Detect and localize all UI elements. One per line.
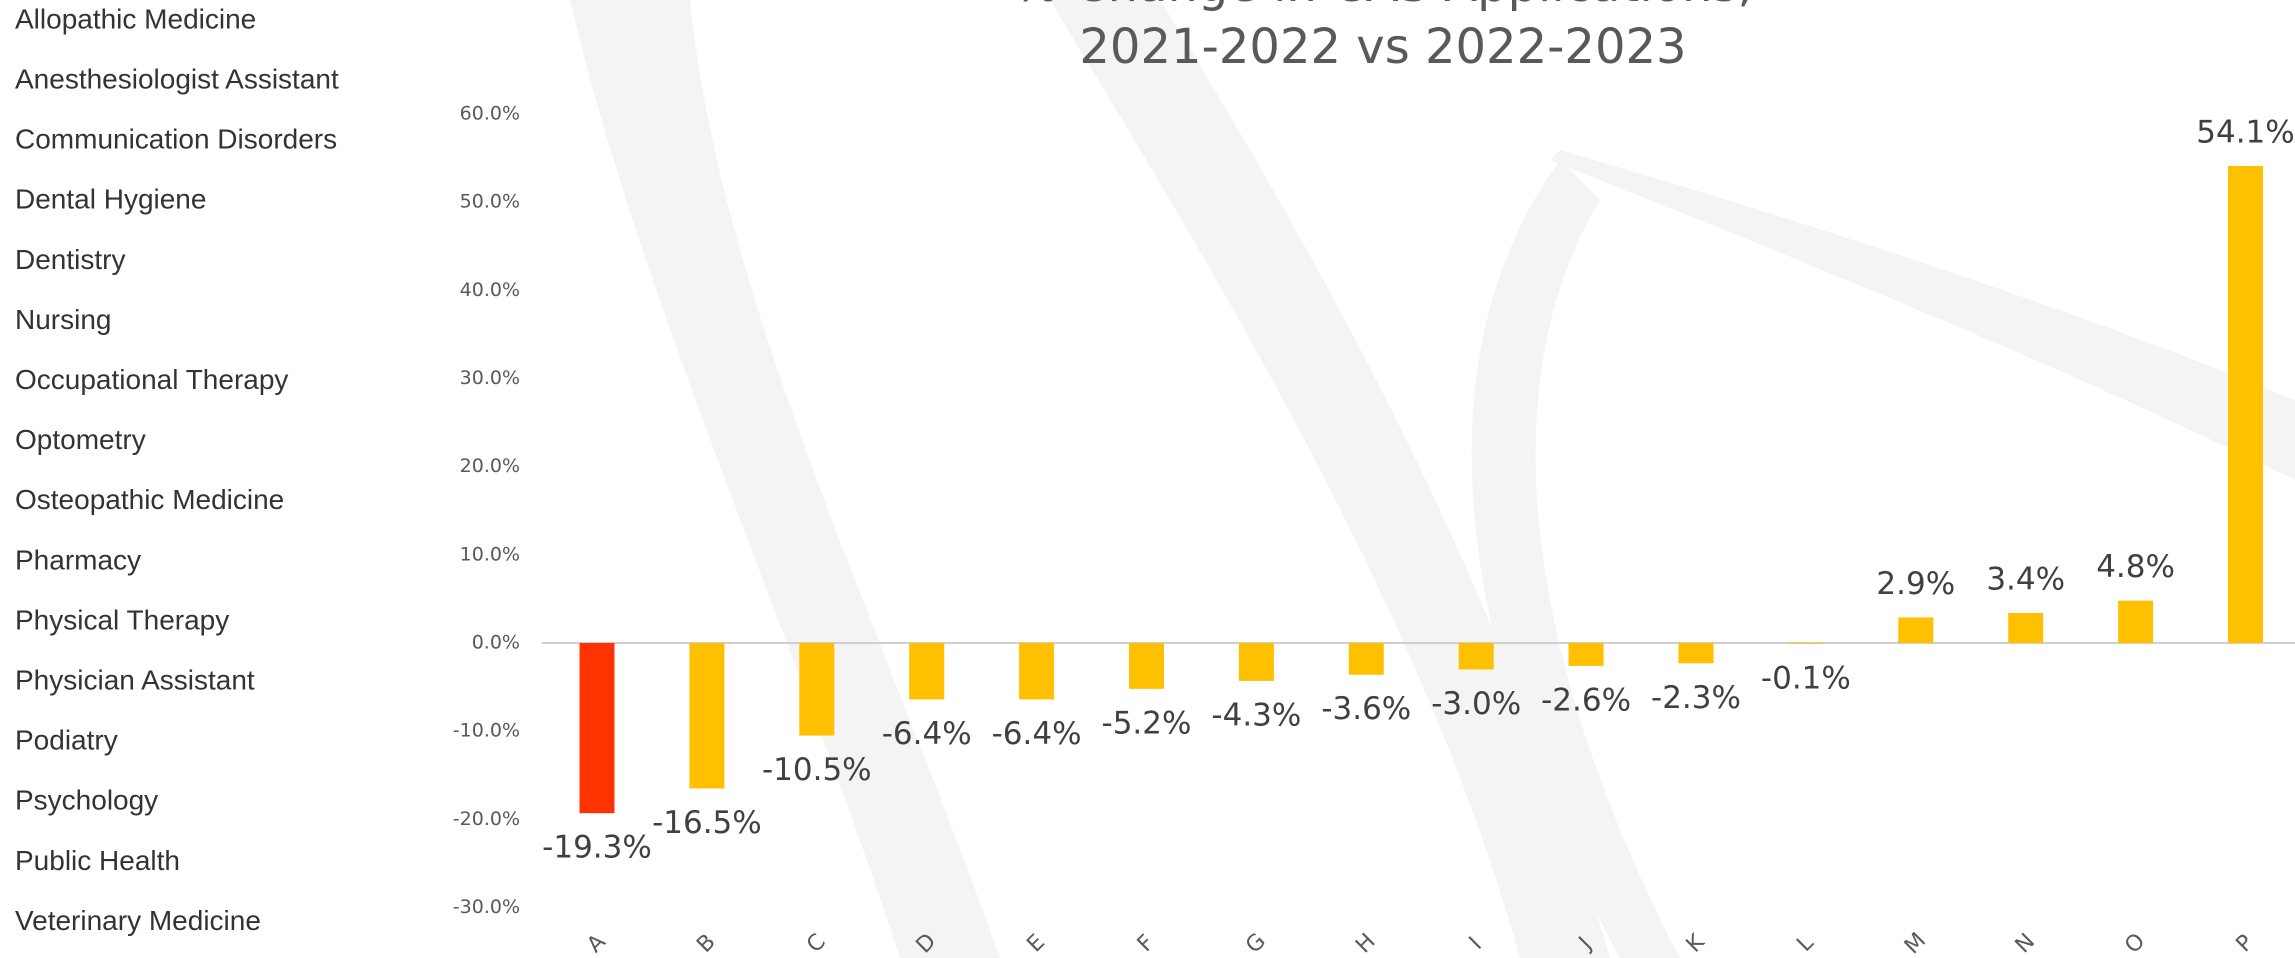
data-label: -19.3%	[542, 830, 652, 866]
data-label: -2.6%	[1541, 682, 1631, 718]
x-tick-label: L	[1792, 930, 1819, 957]
data-label: -2.3%	[1651, 680, 1741, 716]
bar	[1568, 643, 1604, 666]
data-label: -0.1%	[1761, 660, 1851, 696]
program-label: Public Health	[15, 845, 180, 876]
x-tick-label: G	[1241, 929, 1271, 958]
bar	[579, 643, 615, 814]
data-label: -3.0%	[1431, 686, 1521, 722]
data-label: -10.5%	[762, 752, 872, 788]
background-swoosh	[570, 0, 2295, 958]
program-label: Dentistry	[15, 244, 125, 275]
data-label: -16.5%	[652, 805, 762, 841]
y-tick-label: 50.0%	[460, 191, 520, 213]
program-label: Communication Disorders	[15, 124, 337, 155]
bar	[1348, 643, 1384, 675]
data-label: -5.2%	[1102, 705, 1192, 741]
bar	[2228, 166, 2263, 644]
bar	[909, 643, 945, 700]
x-tick-label: B	[692, 929, 720, 957]
x-tick-label: O	[2120, 929, 2150, 958]
bar	[1019, 643, 1055, 700]
bar	[2008, 613, 2044, 643]
bar	[1788, 643, 1824, 644]
y-tick-label: -10.0%	[453, 720, 520, 742]
y-tick-label: 30.0%	[460, 367, 520, 389]
chart-title: 2021-2022 vs 2022-2023	[1079, 19, 1686, 75]
data-label: -6.4%	[992, 716, 1082, 752]
program-label: Physical Therapy	[15, 604, 229, 635]
x-tick-label: I	[1465, 933, 1487, 955]
data-label: 4.8%	[2096, 549, 2175, 585]
program-label: Physician Assistant	[15, 664, 255, 695]
data-label: 54.1%	[2196, 115, 2294, 151]
bar	[689, 643, 725, 789]
bar	[1458, 643, 1494, 670]
program-label: Optometry	[15, 424, 146, 455]
program-label: Allopathic Medicine	[15, 3, 256, 34]
chart-title: % Change in CAS Applications,	[1013, 0, 1752, 13]
program-label: Veterinary Medicine	[15, 905, 261, 936]
x-tick-label: N	[2011, 929, 2040, 958]
x-tick-label: A	[582, 929, 610, 957]
x-tick-label: K	[1682, 929, 1710, 957]
data-label: -3.6%	[1321, 691, 1411, 727]
program-label: Psychology	[15, 785, 158, 816]
y-tick-label: -20.0%	[453, 808, 520, 830]
y-tick-label: 60.0%	[460, 103, 520, 125]
program-label: Dental Hygiene	[15, 184, 206, 215]
x-tick-label: P	[2232, 930, 2259, 957]
bar	[1238, 643, 1274, 681]
bar	[1678, 643, 1714, 664]
x-tick-label: E	[1022, 930, 1050, 958]
y-tick-label: 10.0%	[460, 543, 520, 565]
bar	[1898, 617, 1934, 643]
x-tick-label: H	[1351, 929, 1380, 958]
bar	[799, 643, 835, 736]
x-tick-label: F	[1133, 930, 1160, 957]
y-tick-label: 40.0%	[460, 279, 520, 301]
data-label: -6.4%	[882, 716, 972, 752]
program-label: Nursing	[15, 304, 111, 335]
program-label: Podiatry	[15, 725, 118, 756]
y-tick-label: -30.0%	[453, 896, 520, 918]
bar	[1129, 643, 1164, 689]
y-tick-label: 0.0%	[472, 632, 520, 654]
data-label: -4.3%	[1211, 697, 1301, 733]
data-label: 3.4%	[1986, 562, 2065, 598]
y-tick-label: 20.0%	[460, 455, 520, 477]
program-label: Occupational Therapy	[15, 364, 288, 395]
program-label: Osteopathic Medicine	[15, 484, 284, 515]
bar	[2118, 600, 2154, 643]
data-label: 2.9%	[1876, 566, 1955, 602]
program-label: Anesthesiologist Assistant	[15, 63, 339, 94]
program-label: Pharmacy	[15, 544, 141, 575]
x-tick-label: C	[802, 929, 831, 958]
x-tick-label: M	[1900, 928, 1931, 958]
